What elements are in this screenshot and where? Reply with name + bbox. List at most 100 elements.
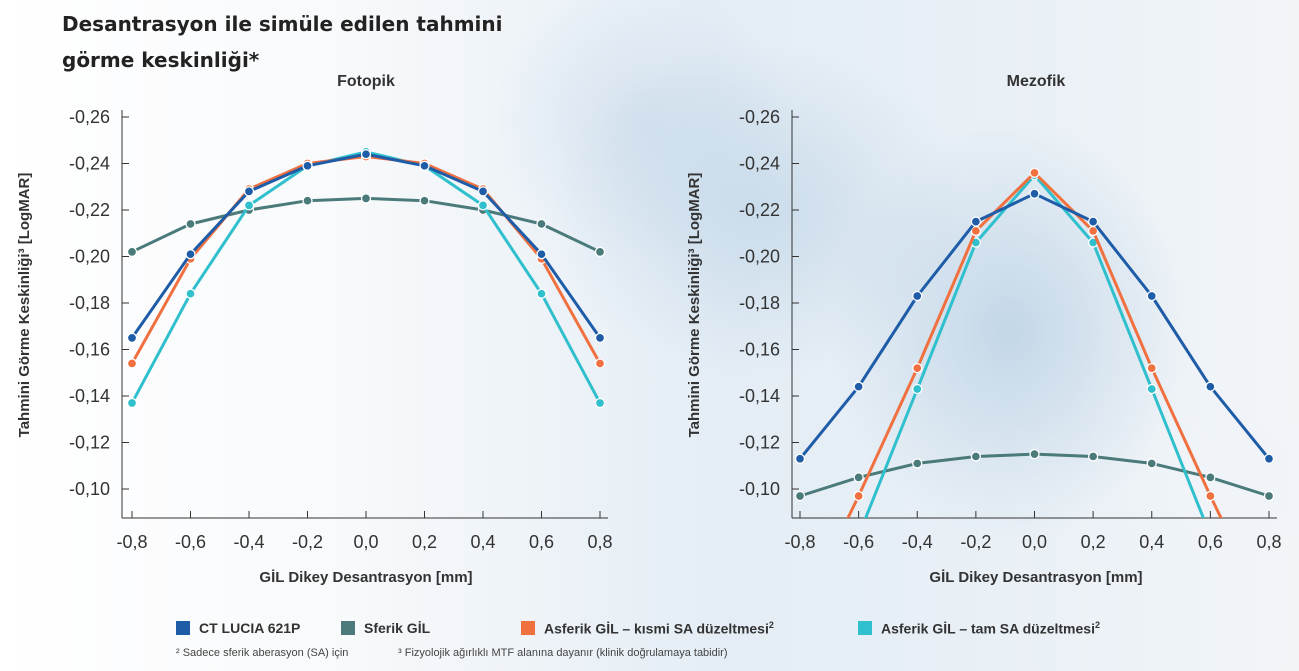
x-tick-label: -0,2 <box>292 532 323 552</box>
y-tick-label: -0,16 <box>69 340 110 360</box>
chart-panel-mezofik: Mezofik -0,26 -0,24 -0,22 -0,20 -0,18 -0,16 -0,… <box>686 73 1282 645</box>
data-point <box>594 397 606 409</box>
page-title: Desantrasyon ile simüle edilen tahmini g… <box>62 12 503 72</box>
data-point <box>853 490 864 502</box>
data-point <box>126 332 138 344</box>
data-point <box>1087 216 1099 227</box>
data-point <box>360 193 372 204</box>
data-point <box>185 218 196 230</box>
legend-item-ct-lucia: CT LUCIA 621P <box>176 620 300 636</box>
legend-label: Sferik GİL <box>364 620 431 636</box>
data-point <box>185 288 196 299</box>
series-group <box>794 167 1275 645</box>
x-tick-label: -0,8 <box>116 532 147 552</box>
legend-swatch <box>858 621 872 636</box>
y-tick-label: -0,22 <box>69 200 110 220</box>
data-point <box>594 246 606 258</box>
x-tick-label: -0,4 <box>233 532 264 552</box>
data-point <box>536 218 547 230</box>
x-tick-label: -0,4 <box>902 532 933 552</box>
legend-swatch <box>176 621 190 635</box>
data-point <box>185 249 196 260</box>
legend-item-asferik-tam: Asferik GİL – tam SA düzeltmesi2 <box>858 620 1100 637</box>
y-tick-label: -0,10 <box>69 479 110 499</box>
data-point <box>912 362 923 374</box>
data-point <box>126 358 138 369</box>
y-tick-label: -0,14 <box>69 386 110 406</box>
data-point <box>1205 381 1216 392</box>
data-point <box>477 186 489 197</box>
x-tick-label: -0,8 <box>784 532 815 552</box>
x-tick-label: 0,4 <box>470 532 495 552</box>
series-line-ct-lucia-621p <box>798 192 1271 460</box>
y-axis-label: Tahmini Görme Keskinliği³ [LogMAR] <box>16 173 33 438</box>
legend-swatch <box>521 621 535 636</box>
data-point <box>1087 451 1099 462</box>
x-tick-label: -0,6 <box>175 532 206 552</box>
y-tick-label: -0,26 <box>69 107 110 127</box>
chart-title: Mezofik <box>1007 73 1066 90</box>
legend-label: CT LUCIA 621P <box>199 620 301 636</box>
y-tick-label: -0,16 <box>739 340 780 360</box>
data-point <box>1146 383 1157 395</box>
data-point <box>1205 490 1216 502</box>
footnote-3: ³ Fizyolojik ağırlıklı MTF alanına dayan… <box>398 647 728 659</box>
series-group <box>126 146 606 409</box>
data-point <box>1029 448 1040 460</box>
legend-swatch <box>341 621 355 635</box>
y-tick-label: -0,22 <box>739 200 780 220</box>
data-point <box>796 636 805 645</box>
data-point <box>536 288 547 299</box>
series-line-asferik-gi-l-tam-sa-d-zeltmesi <box>130 150 602 404</box>
legend-label: Asferik GİL – tam SA düzeltmesi2 <box>881 620 1100 637</box>
y-axis-label: Tahmini Görme Keskinliği³ [LogMAR] <box>686 173 703 438</box>
data-point <box>970 216 982 227</box>
y-tick-label: -0,18 <box>739 293 780 313</box>
x-tick-label: 0,8 <box>587 532 612 552</box>
y-tick-label: -0,20 <box>69 247 110 267</box>
data-point <box>912 383 923 395</box>
x-tick-label: -0,6 <box>843 532 874 552</box>
y-tick-label: -0,24 <box>739 154 780 174</box>
data-point <box>912 458 923 469</box>
x-tick-label: 0,4 <box>1139 532 1164 552</box>
data-point <box>853 472 864 483</box>
data-point <box>419 160 430 171</box>
data-point <box>796 612 805 621</box>
x-tick-label: 0,6 <box>1198 532 1223 552</box>
data-point <box>1146 458 1157 469</box>
y-tick-label: -0,24 <box>69 154 110 174</box>
y-tick-label: -0,12 <box>739 433 780 453</box>
data-point <box>302 160 313 171</box>
chart-title: Fotopik <box>337 73 395 90</box>
data-point <box>1265 612 1274 621</box>
y-tick-label: -0,10 <box>739 479 780 499</box>
data-point <box>126 397 138 409</box>
data-point <box>1146 362 1157 374</box>
data-point <box>1263 490 1275 502</box>
data-point <box>594 332 606 344</box>
data-point <box>243 186 255 197</box>
data-point <box>477 200 489 211</box>
x-tick-label: 0,8 <box>1256 532 1281 552</box>
legend-item-asferik-kismi: Asferik GİL – kısmi SA düzeltmesi2 <box>521 620 774 637</box>
y-tick-label: -0,12 <box>69 433 110 453</box>
y-tick-label: -0,26 <box>739 107 780 127</box>
data-point <box>853 381 864 392</box>
x-axis-label: GİL Dikey Desantrasyon [mm] <box>259 569 472 586</box>
data-point <box>1265 636 1274 645</box>
x-axis-label: GİL Dikey Desantrasyon [mm] <box>929 569 1142 586</box>
data-point <box>360 149 372 160</box>
series-line-sferik-gi-l <box>799 452 1270 498</box>
data-point <box>794 453 806 464</box>
data-point <box>419 195 430 206</box>
series-line-asferik-gi-l-k-smi-sa-d-zeltmesi <box>130 155 602 365</box>
footnote-2: ² Sadece sferik aberasyon (SA) için <box>176 647 349 659</box>
data-point <box>243 200 255 211</box>
data-point <box>1029 188 1040 199</box>
y-tick-label: -0,14 <box>739 386 780 406</box>
data-point <box>912 290 923 302</box>
x-tick-label: 0,0 <box>1022 532 1047 552</box>
y-tick-label: -0,18 <box>69 293 110 313</box>
